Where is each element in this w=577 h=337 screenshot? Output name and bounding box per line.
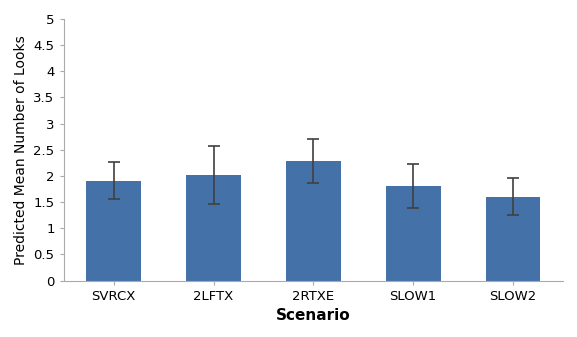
X-axis label: Scenario: Scenario — [276, 308, 351, 323]
Bar — [87, 181, 141, 280]
Bar — [186, 175, 241, 280]
Y-axis label: Predicted Mean Number of Looks: Predicted Mean Number of Looks — [14, 35, 28, 265]
Bar — [385, 186, 441, 280]
Bar — [286, 161, 341, 280]
Bar — [485, 197, 541, 280]
